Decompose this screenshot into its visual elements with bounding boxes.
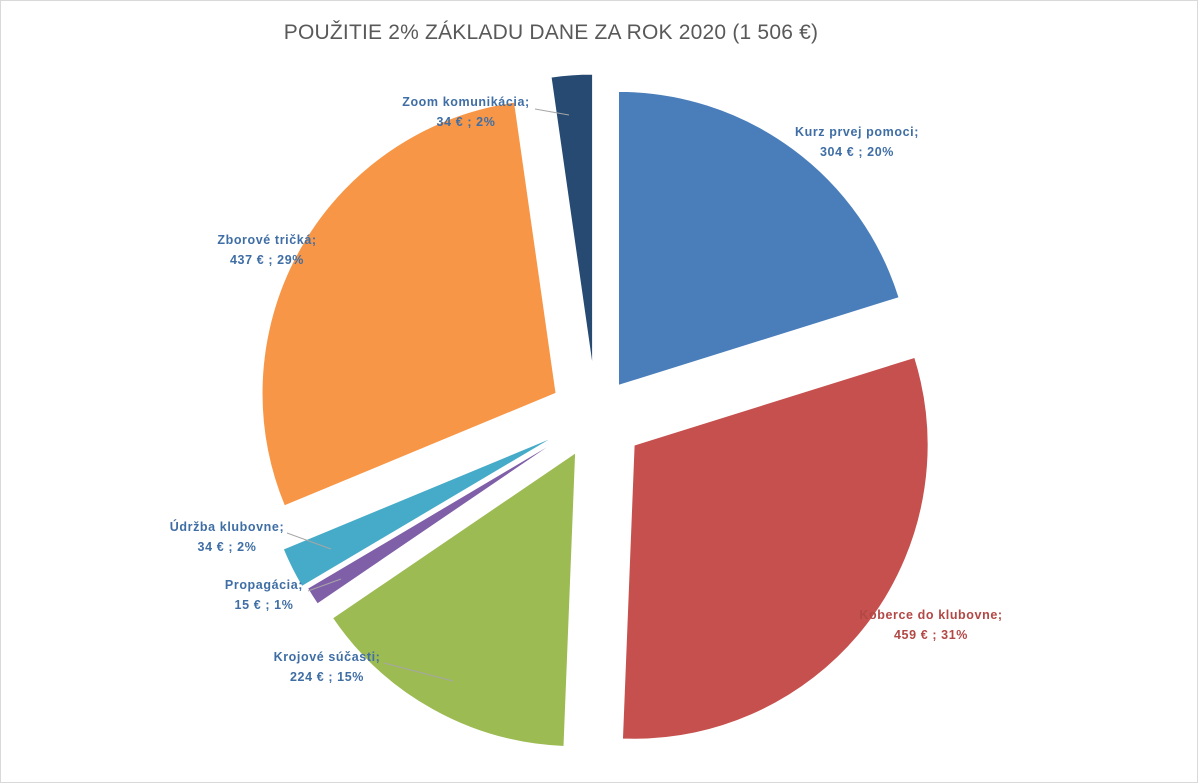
pie-slice-1 [621, 356, 929, 740]
slice-value-6: 34 € ; 2% [437, 115, 496, 129]
slice-label-2: Krojové súčasti; [274, 650, 381, 664]
slice-value-3: 15 € ; 1% [235, 598, 294, 612]
chart-title: POUŽITIE 2% ZÁKLADU DANE ZA ROK 2020 (1 … [283, 21, 819, 44]
leader-line-3 [307, 578, 342, 592]
slice-label-3: Propagácia; [225, 578, 303, 592]
pie-slice-3 [306, 438, 561, 605]
pie-slice-6 [550, 73, 594, 369]
slice-label-4: Údržba klubovne; [170, 519, 284, 534]
slice-value-0: 304 € ; 20% [820, 145, 894, 159]
slice-value-2: 224 € ; 15% [290, 670, 364, 684]
slice-label-5: Zborové tričká; [217, 233, 316, 247]
slice-value-5: 437 € ; 29% [230, 253, 304, 267]
pie-slice-0 [618, 90, 900, 387]
slice-label-1: Koberce do klubovne; [859, 608, 1002, 622]
slice-value-4: 34 € ; 2% [198, 540, 257, 554]
pie-slice-4 [282, 436, 556, 588]
leader-line-6 [534, 108, 570, 116]
leader-line-2 [383, 662, 454, 682]
leader-line-4 [286, 532, 332, 550]
pie-slice-2 [331, 451, 577, 748]
slice-label-6: Zoom komunikácia; [402, 95, 530, 109]
slice-value-1: 459 € ; 31% [894, 628, 968, 642]
slice-label-0: Kurz prvej pomoci; [795, 125, 919, 139]
pie-slice-5 [261, 101, 557, 507]
